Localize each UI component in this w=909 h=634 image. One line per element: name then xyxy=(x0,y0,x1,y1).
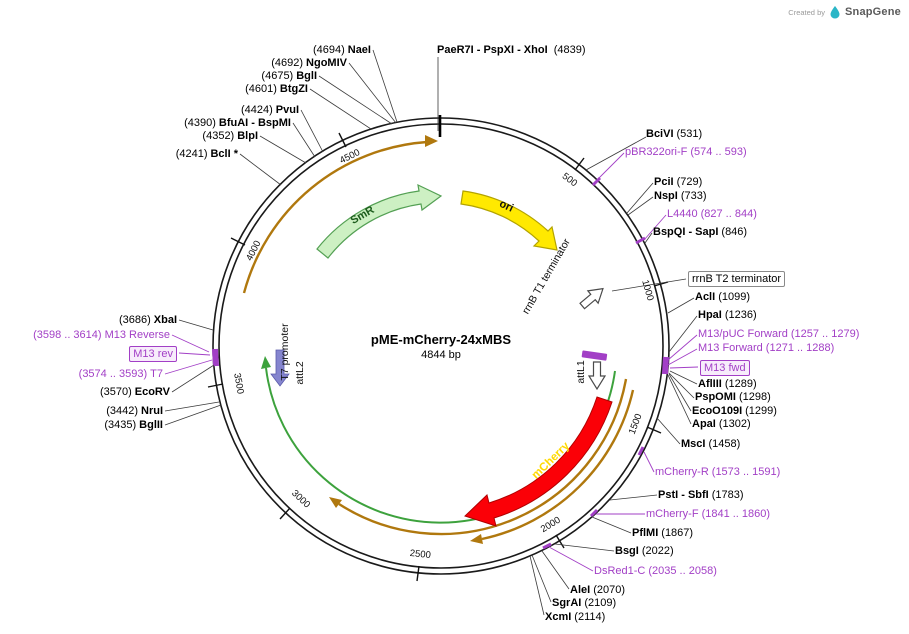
tick-label: 2000 xyxy=(539,515,563,535)
enzyme-label[interactable]: XcmI (2114) xyxy=(545,611,606,623)
enzyme-label[interactable]: (4390) BfuAI - BspMI xyxy=(184,117,291,129)
primer-label[interactable]: mCherry-F (1841 .. 1860) xyxy=(646,508,771,520)
enzyme-label[interactable]: (4675) BglI xyxy=(261,70,317,82)
enzyme-label[interactable]: HpaI (1236) xyxy=(698,309,757,321)
m13-fwd-primer-marker[interactable] xyxy=(581,350,608,361)
orf-arrowhead-green xyxy=(261,356,271,369)
snapgene-logo-icon xyxy=(830,6,840,19)
tick-label: 1500 xyxy=(627,412,645,436)
primer-label[interactable]: DsRed1-C (2035 .. 2058) xyxy=(594,565,717,577)
feature-arrows[interactable] xyxy=(270,183,613,527)
enzyme-label[interactable]: AclI (1099) xyxy=(695,291,750,303)
primer-label[interactable]: M13/pUC Forward (1257 .. 1279) xyxy=(698,328,860,340)
attl2-label[interactable]: attL2 xyxy=(294,361,306,385)
enzyme-label[interactable]: (4241) BclI * xyxy=(175,148,238,160)
enzyme-label[interactable]: PflMI (1867) xyxy=(632,527,694,539)
primer-label[interactable]: (3574 .. 3593) T7 xyxy=(78,368,163,380)
orf-arrow xyxy=(338,378,628,536)
m13-rev-box[interactable]: M13 rev xyxy=(129,346,177,362)
enzyme-label[interactable]: (3686) XbaI xyxy=(118,314,177,326)
enzyme-label[interactable]: PaeR7I - PspXI - XhoI (4839) xyxy=(437,44,586,56)
snapgene-wordmark: SnapGene xyxy=(844,6,901,18)
enzyme-label[interactable]: AleI (2070) xyxy=(570,584,625,596)
snapgene-credit: Created by SnapGene xyxy=(788,5,901,19)
orf-arrow xyxy=(242,140,428,294)
enzyme-label[interactable]: PspOMI (1298) xyxy=(695,391,771,403)
rrnb-t2-terminator-arrow[interactable] xyxy=(577,283,608,313)
enzyme-label[interactable]: BsgI (2022) xyxy=(615,545,674,557)
primer-label[interactable]: M13 Forward (1271 .. 1288) xyxy=(698,342,835,354)
m13-fwd-box[interactable]: M13 fwd xyxy=(700,360,750,376)
t7-promoter-arrow[interactable] xyxy=(270,349,290,387)
enzyme-label[interactable]: MscI (1458) xyxy=(681,438,741,450)
rrnb-t2-terminator-box[interactable]: rrnB T2 terminator xyxy=(688,271,786,287)
plasmid-name: pME-mCherry-24xMBS xyxy=(370,332,512,347)
attl1-label[interactable]: attL1 xyxy=(575,360,587,384)
tick-label: 500 xyxy=(560,171,579,189)
ori-feature-arrow[interactable] xyxy=(460,190,558,251)
enzyme-label[interactable]: (4694) NaeI xyxy=(312,44,371,56)
leader-lines-enzyme xyxy=(164,49,698,616)
enzyme-label[interactable]: (3442) NruI xyxy=(106,405,163,417)
tick-label: 3000 xyxy=(289,488,312,510)
smr-feature-arrow[interactable] xyxy=(316,183,443,259)
plasmid-size: 4844 bp xyxy=(421,349,461,361)
enzyme-label[interactable]: AflIII (1289) xyxy=(698,378,757,390)
tick-label: 3500 xyxy=(231,372,246,395)
enzyme-label[interactable]: (3435) BglII xyxy=(104,419,163,431)
enzyme-label[interactable]: ApaI (1302) xyxy=(692,418,751,430)
enzyme-label[interactable]: BciVI (531) xyxy=(646,128,703,140)
enzyme-label[interactable]: NspI (733) xyxy=(654,190,707,202)
enzyme-label[interactable]: (4692) NgoMIV xyxy=(271,57,347,69)
primer-label[interactable]: pBR322ori-F (574 .. 593) xyxy=(625,146,747,158)
leader-lines-primer xyxy=(164,152,699,572)
created-by-text: Created by xyxy=(788,7,825,17)
tick-label: 2500 xyxy=(409,548,431,561)
orf-arrowhead xyxy=(329,497,342,508)
primer-label[interactable]: mCherry-R (1573 .. 1591) xyxy=(655,466,781,478)
primer-label[interactable]: (3598 .. 3614) M13 Reverse xyxy=(33,329,170,341)
enzyme-label[interactable]: SgrAI (2109) xyxy=(552,597,617,609)
enzyme-label[interactable]: (3570) EcoRV xyxy=(99,386,170,398)
enzyme-label[interactable]: (4601) BtgZI xyxy=(245,83,308,95)
enzyme-label[interactable]: BspQI - SapI (846) xyxy=(653,226,748,238)
primer-site-marks xyxy=(212,176,669,550)
primer-label[interactable]: L4440 (827 .. 844) xyxy=(667,208,757,220)
orf-arrow xyxy=(481,389,635,541)
enzyme-label[interactable]: PciI (729) xyxy=(654,176,703,188)
orf-arrowhead xyxy=(470,534,483,544)
enzyme-label[interactable]: (4352) BlpI xyxy=(202,130,258,142)
ori-label[interactable]: ori xyxy=(497,198,515,215)
enzyme-label[interactable]: PstI - SbfI (1783) xyxy=(658,489,744,501)
t7-promoter-label[interactable]: T7 promoter xyxy=(279,323,291,381)
rrnb-t1-terminator-arrow[interactable] xyxy=(587,361,607,391)
mcherry-feature-arrow[interactable] xyxy=(464,396,613,527)
orf-arrowhead xyxy=(425,135,438,147)
enzyme-label[interactable]: EcoO109I (1299) xyxy=(692,405,777,417)
enzyme-label[interactable]: (4424) PvuI xyxy=(240,104,299,116)
